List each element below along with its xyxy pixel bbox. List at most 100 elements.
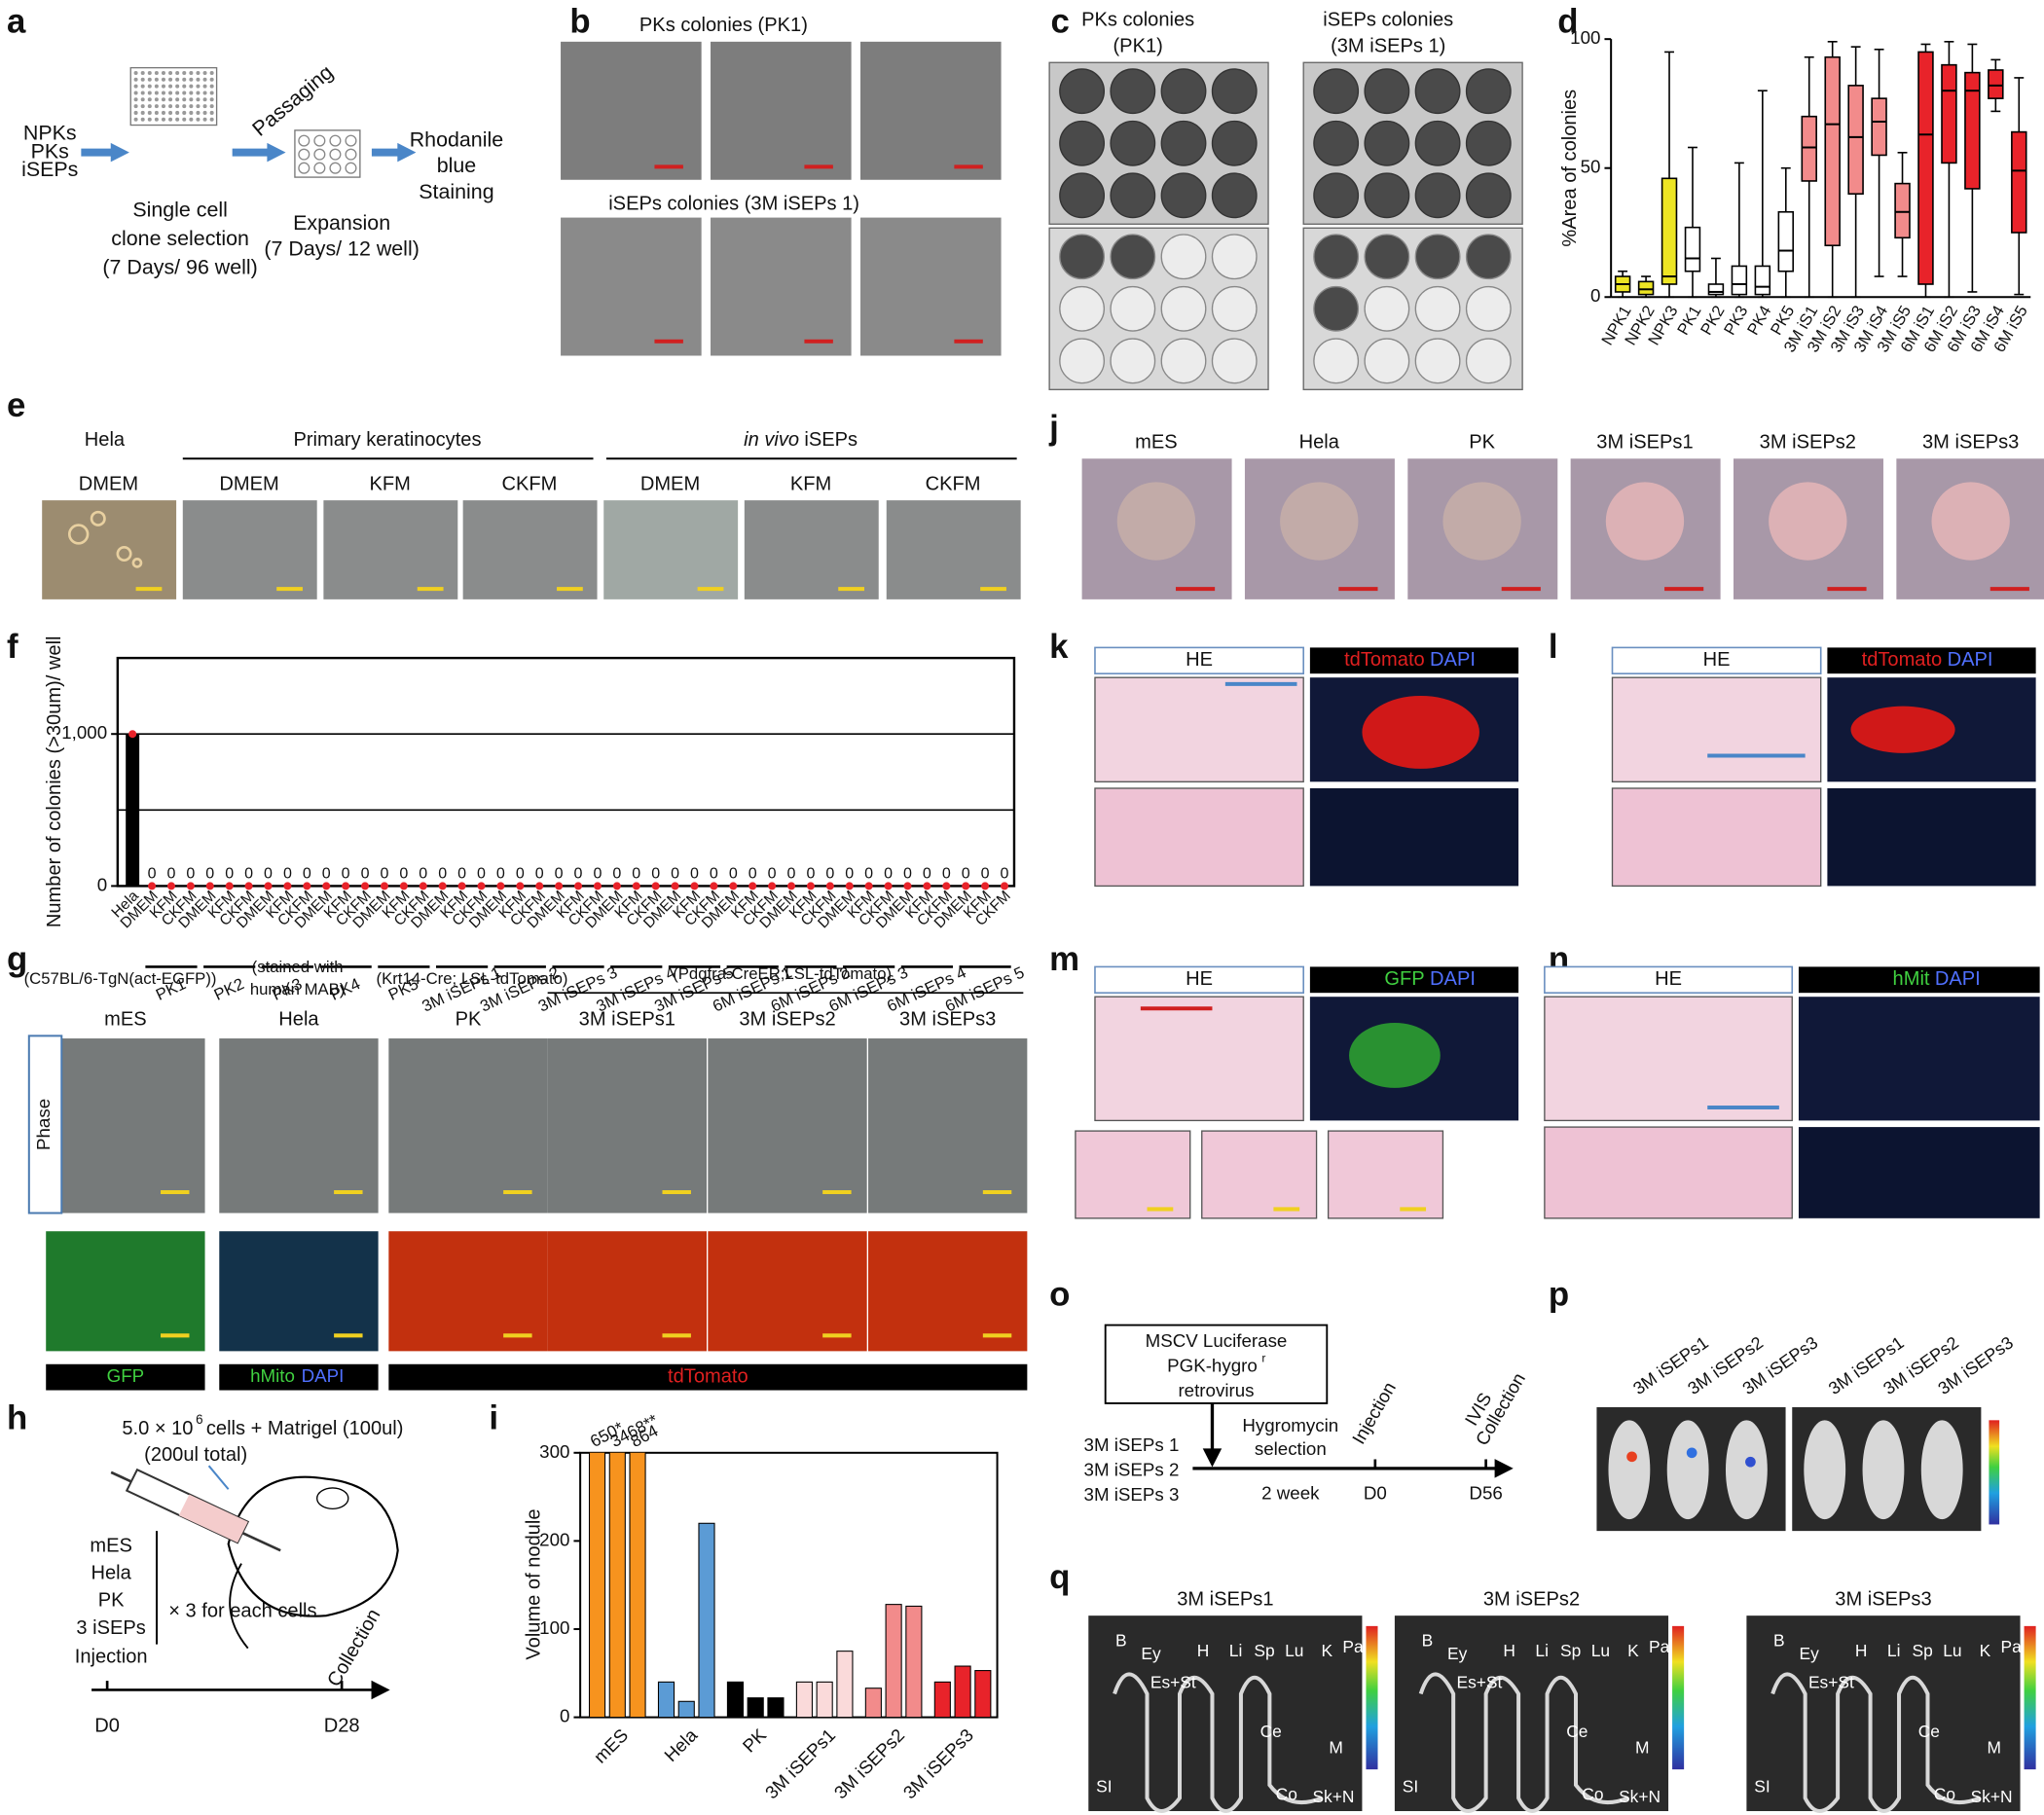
label: iSEPs colonies (3M iSEPs 1) <box>608 193 859 214</box>
label-box <box>27 1035 63 1215</box>
value-label: 0 <box>651 865 660 883</box>
well <box>147 97 152 102</box>
well <box>202 117 207 122</box>
value-label: 0 <box>884 865 893 883</box>
well <box>1059 234 1106 280</box>
label-bar <box>1798 966 2040 994</box>
well <box>1211 338 1258 384</box>
mouse <box>227 1475 399 1617</box>
well <box>1465 120 1512 166</box>
label: MSCV Luciferase <box>1146 1330 1288 1351</box>
x-tick-label: 3M iSEPs1 <box>761 1724 839 1802</box>
box <box>1661 177 1678 285</box>
label: Ce <box>1260 1722 1282 1741</box>
bar <box>767 1697 785 1718</box>
well <box>182 110 187 115</box>
point <box>361 882 370 890</box>
photo <box>1611 676 1822 782</box>
label-bar <box>1309 647 1519 674</box>
well <box>1110 234 1156 280</box>
well <box>1059 338 1106 384</box>
x-tick-label: PK3 <box>1720 303 1751 339</box>
value-label: 0 <box>399 865 408 883</box>
well <box>329 162 342 174</box>
well <box>1160 68 1207 115</box>
mouse <box>1608 1420 1651 1520</box>
photo <box>561 217 702 356</box>
box <box>1731 265 1748 296</box>
well <box>1465 338 1512 384</box>
intestine <box>1770 1672 1981 1813</box>
well <box>189 117 194 122</box>
value-label: 0 <box>806 865 815 883</box>
point <box>632 882 640 890</box>
label: H <box>1197 1641 1210 1660</box>
label: DAPI <box>1430 968 1476 990</box>
well <box>147 70 152 75</box>
bar <box>608 1452 626 1718</box>
well <box>147 91 152 95</box>
label: B <box>1773 1631 1785 1651</box>
bar <box>698 1522 715 1718</box>
plot-frame <box>116 656 1016 888</box>
x-tick-label: Hela <box>660 1724 702 1766</box>
arrow-head <box>397 142 417 163</box>
point <box>903 882 912 890</box>
label: (PK1) <box>1113 35 1162 56</box>
well <box>175 84 180 89</box>
label: Co <box>1934 1785 1955 1804</box>
label: PK <box>1469 432 1495 454</box>
photo <box>603 500 739 599</box>
well <box>189 70 194 75</box>
panel-letter: b <box>569 2 590 40</box>
arrow-head <box>371 1680 390 1700</box>
well <box>168 110 173 115</box>
value-label: 0 <box>167 865 176 883</box>
plot-frame <box>579 1451 999 1719</box>
bar <box>905 1605 923 1718</box>
well <box>140 117 145 122</box>
label: retrovirus <box>1178 1380 1254 1400</box>
point <box>496 882 505 890</box>
box <box>1684 226 1701 272</box>
well <box>196 70 201 75</box>
value-label: 0 <box>690 865 699 883</box>
color-bar <box>2024 1625 2036 1770</box>
panel-letter: l <box>1549 628 1558 666</box>
photo <box>1088 1615 1363 1811</box>
point <box>593 882 602 890</box>
label: DMEM <box>640 473 700 494</box>
well <box>133 84 138 89</box>
well <box>175 77 180 82</box>
cell <box>90 510 106 526</box>
point <box>516 882 525 890</box>
intestine <box>1418 1672 1629 1813</box>
well <box>196 91 201 95</box>
label: (7 Days/ 96 well) <box>102 255 257 278</box>
label: r <box>1261 1352 1265 1365</box>
well <box>1059 172 1106 219</box>
well <box>154 117 159 122</box>
label: HE <box>1703 649 1731 671</box>
well <box>133 104 138 109</box>
value-label: 0 <box>244 865 253 883</box>
bar <box>836 1651 854 1718</box>
label: DAPI <box>1948 649 1993 671</box>
value-label: 0 <box>361 865 370 883</box>
well <box>202 70 207 75</box>
box <box>1824 55 1841 247</box>
photo <box>886 500 1021 599</box>
y-tick-label: 100 <box>1570 27 1600 48</box>
value-label: 0 <box>923 865 931 883</box>
label: iSEPs <box>21 158 78 181</box>
label: DMEM <box>219 473 278 494</box>
y-axis-label: %Area of colonies <box>1559 90 1581 247</box>
photo <box>868 1038 1028 1214</box>
point <box>923 882 931 890</box>
well <box>1465 234 1512 280</box>
value-label: 0 <box>283 865 292 883</box>
label: blue <box>437 154 476 177</box>
label: D56 <box>1469 1483 1502 1504</box>
label: CKFM <box>501 473 557 494</box>
